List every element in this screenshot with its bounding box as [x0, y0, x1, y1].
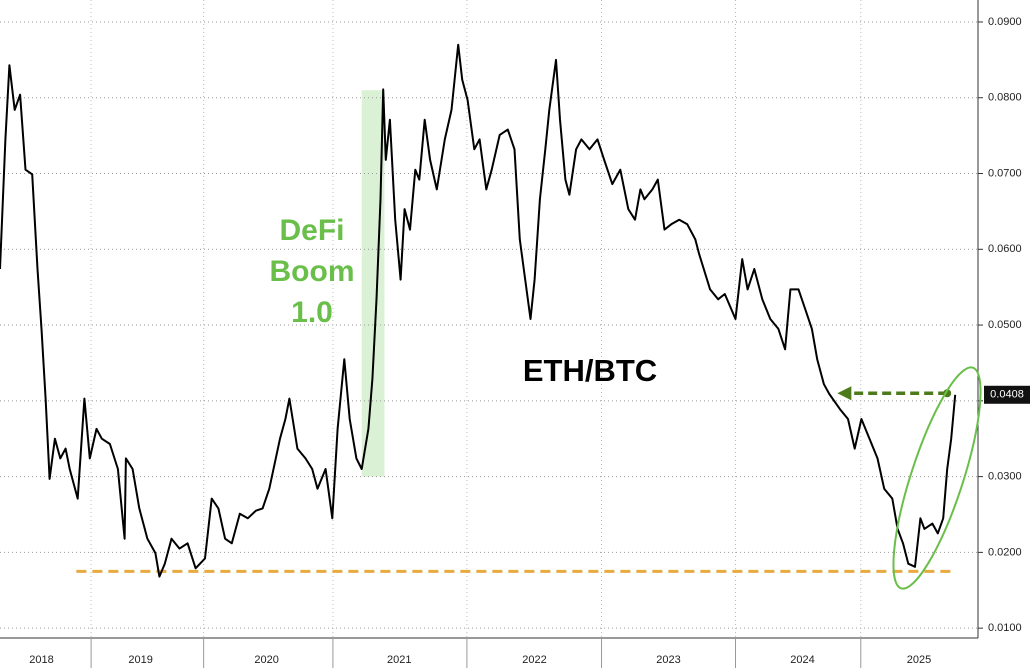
- y-tick-label: 0.0300: [988, 471, 1022, 483]
- last-value-box: [984, 385, 1030, 404]
- shaded-region: [361, 90, 385, 477]
- x-tick-label: 2018: [29, 654, 53, 666]
- defi-annotation: 1.0: [291, 296, 333, 329]
- series-annotation: ETH/BTC: [523, 353, 657, 388]
- y-tick-label: 0.0200: [988, 546, 1022, 558]
- x-tick-label: 2023: [656, 654, 680, 666]
- y-tick-label: 0.0700: [988, 167, 1022, 179]
- defi-annotation: Boom: [270, 255, 355, 288]
- y-tick-label: 0.0900: [988, 16, 1022, 28]
- x-tick-label: 2020: [254, 654, 278, 666]
- defi-annotation: DeFi: [279, 214, 344, 247]
- series-line: [0, 43, 957, 578]
- x-tick-label: 2022: [522, 654, 546, 666]
- y-tick-label: 0.0500: [988, 319, 1022, 331]
- x-tick-label: 2021: [387, 654, 411, 666]
- x-tick-label: 2024: [790, 654, 814, 666]
- last-value-label: 0.0408: [990, 389, 1024, 401]
- x-tick-label: 2019: [128, 654, 152, 666]
- x-tick-label: 2025: [907, 654, 931, 666]
- highlight-ellipse: [892, 366, 982, 590]
- y-tick-label: 0.0100: [988, 622, 1022, 634]
- y-tick-label: 0.0600: [988, 243, 1022, 255]
- y-tick-label: 0.0800: [988, 92, 1022, 104]
- arrow-head: [837, 386, 852, 401]
